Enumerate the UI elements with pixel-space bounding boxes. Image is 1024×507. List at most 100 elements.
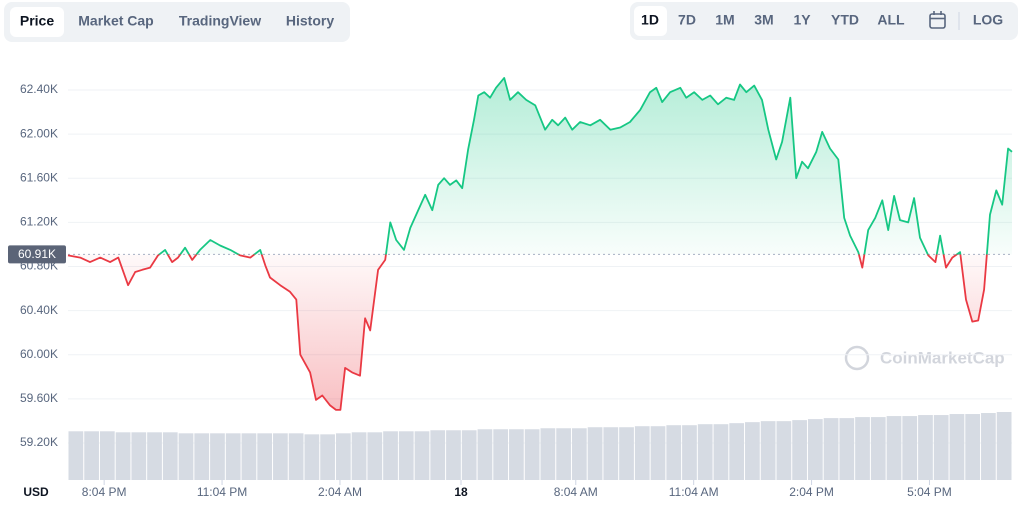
volume-bar bbox=[351, 432, 367, 480]
volume-bar bbox=[870, 417, 886, 480]
volume-bar bbox=[823, 418, 839, 480]
range-group bbox=[630, 2, 1018, 40]
volume-bar bbox=[902, 416, 918, 480]
range-tab[interactable]: 7D bbox=[678, 12, 696, 28]
x-tick-label: 5:04 PM bbox=[907, 485, 952, 499]
range-tab[interactable]: 1Y bbox=[793, 12, 811, 28]
x-tick-label: 11:04 PM bbox=[197, 485, 247, 499]
y-tick-label: 62.00K bbox=[20, 126, 58, 140]
volume-bar bbox=[603, 427, 619, 480]
volume-bar bbox=[509, 429, 524, 480]
volume-bar bbox=[131, 432, 147, 480]
tab[interactable]: Price bbox=[20, 13, 54, 29]
volume-bar bbox=[461, 430, 477, 480]
log-toggle[interactable]: LOG bbox=[973, 12, 1003, 28]
watermark: CoinMarketCap bbox=[844, 345, 1005, 371]
volume-bar bbox=[430, 430, 446, 480]
volume-bar bbox=[367, 432, 383, 480]
volume-bar bbox=[225, 433, 241, 480]
x-tick-label: 8:04 PM bbox=[82, 485, 127, 499]
volume-bar bbox=[886, 416, 902, 480]
volume-bar bbox=[855, 417, 870, 480]
volume-bar bbox=[335, 433, 351, 480]
volume-bar bbox=[776, 421, 792, 480]
x-tick-label: 8:04 AM bbox=[554, 485, 598, 499]
area bbox=[68, 77, 1012, 410]
y-tick-label: 61.60K bbox=[20, 170, 58, 184]
volume-bar bbox=[697, 424, 713, 480]
active-range bbox=[634, 6, 667, 36]
volume-bar bbox=[398, 431, 414, 480]
volume-bar bbox=[634, 426, 650, 480]
x-tick-label: 2:04 PM bbox=[789, 485, 834, 499]
volume-bar bbox=[540, 428, 556, 480]
volume-bar bbox=[666, 425, 682, 480]
volume-bar bbox=[493, 429, 509, 480]
y-tick-label: 59.20K bbox=[20, 435, 58, 449]
y-tick-label: 60.40K bbox=[20, 303, 58, 317]
volume-bar bbox=[918, 415, 933, 480]
volume-bar bbox=[524, 429, 540, 480]
calendar-icon[interactable] bbox=[929, 11, 946, 29]
range-tab[interactable]: 1D bbox=[641, 12, 659, 28]
range-tab[interactable]: 3M bbox=[754, 12, 773, 28]
volume-bar bbox=[949, 414, 965, 480]
baseline-label: 60.91K bbox=[18, 247, 56, 261]
volume-bar bbox=[587, 427, 603, 480]
volume-bar bbox=[682, 425, 697, 480]
volume-bar bbox=[241, 433, 257, 480]
volume-bar bbox=[745, 422, 760, 480]
x-tick-label: 11:04 AM bbox=[669, 485, 719, 499]
tab[interactable]: Market Cap bbox=[78, 13, 153, 29]
watermark-text: CoinMarketCap bbox=[880, 348, 1005, 367]
range-tab[interactable]: 1M bbox=[715, 12, 734, 28]
volume-bar bbox=[981, 413, 996, 480]
baseline-badge bbox=[8, 245, 66, 264]
price-line bbox=[67, 77, 1013, 411]
volume-bar bbox=[304, 434, 320, 480]
volume-bar bbox=[792, 420, 807, 480]
y-tick-label: 60.00K bbox=[20, 347, 58, 361]
volume-bar bbox=[383, 431, 398, 480]
volume-bar bbox=[556, 428, 571, 480]
active-tab bbox=[10, 7, 64, 37]
volume-bar bbox=[650, 426, 666, 480]
currency-label: USD bbox=[23, 485, 49, 499]
volume-bar bbox=[571, 428, 587, 480]
volume-bar bbox=[965, 414, 981, 480]
x-tick-label: 2:04 AM bbox=[318, 485, 362, 499]
range-tab[interactable]: YTD bbox=[831, 12, 859, 28]
volume-bar bbox=[99, 431, 115, 480]
tab[interactable]: TradingView bbox=[179, 13, 261, 29]
volume-bar bbox=[273, 433, 288, 480]
volume-bar bbox=[477, 429, 493, 480]
y-tick-label: 62.40K bbox=[20, 82, 58, 96]
volume-bar bbox=[84, 431, 99, 480]
volume-bar bbox=[162, 432, 178, 480]
volume-bar bbox=[194, 433, 210, 480]
volume-bar bbox=[760, 421, 776, 480]
tab-group bbox=[4, 2, 350, 42]
volume-bar bbox=[996, 412, 1012, 480]
volume-bar bbox=[446, 430, 461, 480]
x-tick-label: 18 bbox=[454, 485, 468, 499]
volume-bar bbox=[68, 431, 84, 480]
volume-bar bbox=[210, 433, 225, 480]
volume-bar bbox=[933, 415, 949, 480]
volume-bar bbox=[729, 423, 745, 480]
range-tab[interactable]: ALL bbox=[877, 12, 905, 28]
volume-bar bbox=[619, 427, 634, 480]
tab[interactable]: History bbox=[286, 13, 334, 29]
volume-bar bbox=[178, 433, 194, 480]
volume-bar bbox=[320, 434, 335, 480]
volume-bar bbox=[257, 433, 273, 480]
y-tick-label: 59.60K bbox=[20, 391, 58, 405]
volume-bar bbox=[288, 433, 304, 480]
volume-bar bbox=[414, 431, 430, 480]
volume-bar bbox=[147, 432, 162, 480]
y-tick-label: 61.20K bbox=[20, 215, 58, 229]
volume-bar bbox=[115, 432, 131, 480]
volume-bar bbox=[713, 424, 729, 480]
volume-bar bbox=[807, 419, 823, 480]
